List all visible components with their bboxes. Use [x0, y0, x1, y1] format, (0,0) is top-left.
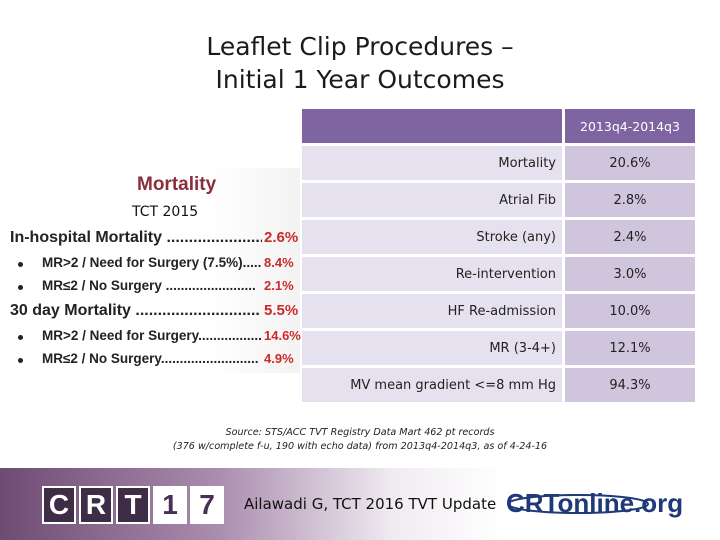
mortality-row-value: 8.4%	[264, 255, 294, 270]
mortality-row: MR≤2 / No Surgery ......................…	[0, 278, 300, 298]
row-label: Atrial Fib	[302, 181, 564, 220]
footer-citation: Ailawadi G, TCT 2016 TVT Update	[244, 495, 497, 513]
table-row: Re-intervention 3.0%	[302, 255, 695, 294]
row-value: 10.0%	[562, 292, 695, 331]
mortality-row: MR>2 / Need for Surgery (7.5%)........ 8…	[0, 255, 300, 275]
crtonline-logo-text: CRTonline.org	[506, 488, 683, 518]
crt17-logo: C R T 1 7	[42, 486, 224, 524]
title-line-1: Leaflet Clip Procedures –	[206, 32, 514, 61]
source-line-2: (376 w/complete f-u, 190 with echo data)…	[172, 441, 548, 452]
row-value: 12.1%	[562, 329, 695, 368]
row-label: Mortality	[302, 144, 564, 183]
crtonline-logo: CRTonline.org	[506, 488, 683, 518]
logo-digit: 7	[190, 486, 224, 524]
mortality-row-label: 30 day Mortality .......................…	[10, 302, 260, 319]
mortality-row-label: MR≤2 / No Surgery.......................…	[42, 351, 259, 366]
row-value: 94.3%	[562, 366, 695, 405]
mortality-panel	[0, 168, 300, 373]
mortality-row-value: 5.5%	[264, 302, 299, 319]
bullet-icon	[18, 358, 23, 363]
row-label: HF Re-admission	[302, 292, 564, 331]
row-value: 20.6%	[562, 144, 695, 183]
mortality-row-value: 4.9%	[264, 351, 294, 366]
row-label: MV mean gradient <=8 mm Hg	[302, 366, 564, 405]
mortality-row-label: MR≤2 / No Surgery ......................…	[42, 278, 256, 293]
logo-letter: R	[79, 486, 113, 524]
bullet-icon	[18, 262, 23, 267]
panel-shade	[0, 168, 300, 373]
table-header-row: 2013q4-2014q3	[302, 109, 695, 146]
tct-label: TCT 2015	[132, 204, 199, 220]
source-line-1: Source: STS/ACC TVT Registry Data Mart 4…	[225, 427, 495, 438]
mortality-row: MR≤2 / No Surgery.......................…	[0, 351, 300, 371]
page-title: Leaflet Clip Procedures – Initial 1 Year…	[0, 30, 720, 96]
row-label: Stroke (any)	[302, 218, 564, 257]
logo-letter: T	[116, 486, 150, 524]
table-row: Stroke (any) 2.4%	[302, 218, 695, 257]
mortality-row-value: 2.1%	[264, 278, 294, 293]
table-row: MR (3-4+) 12.1%	[302, 329, 695, 368]
table-row: MV mean gradient <=8 mm Hg 94.3%	[302, 366, 695, 405]
logo-digit: 1	[153, 486, 187, 524]
mortality-row-label: MR>2 / Need for Surgery (7.5%)........	[42, 255, 262, 270]
logo-letter: C	[42, 486, 76, 524]
row-value: 2.4%	[562, 218, 695, 257]
row-value: 2.8%	[562, 181, 695, 220]
source-note: Source: STS/ACC TVT Registry Data Mart 4…	[150, 426, 570, 454]
table-header-period: 2013q4-2014q3	[562, 109, 695, 146]
mortality-row-value: 14.6%	[264, 328, 301, 343]
mortality-row-value: 2.6%	[264, 229, 299, 246]
row-label: Re-intervention	[302, 255, 564, 294]
mortality-heading: Mortality	[137, 174, 217, 195]
mortality-row-label: MR>2 / Need for Surgery.................…	[42, 328, 262, 343]
table-header-blank	[302, 109, 564, 146]
row-value: 3.0%	[562, 255, 695, 294]
outcomes-table: 2013q4-2014q3 Mortality 20.6% Atrial Fib…	[302, 109, 695, 405]
table-row: HF Re-admission 10.0%	[302, 292, 695, 331]
mortality-row: 30 day Mortality .......................…	[0, 302, 300, 322]
bullet-icon	[18, 285, 23, 290]
table-row: Atrial Fib 2.8%	[302, 181, 695, 220]
mortality-row: MR>2 / Need for Surgery.................…	[0, 328, 301, 348]
bullet-icon	[18, 335, 23, 340]
title-line-2: Initial 1 Year Outcomes	[215, 65, 505, 94]
row-label: MR (3-4+)	[302, 329, 564, 368]
mortality-row-label: In-hospital Mortality ..................…	[10, 229, 262, 246]
mortality-row: In-hospital Mortality ..................…	[0, 229, 300, 249]
table-row: Mortality 20.6%	[302, 144, 695, 183]
